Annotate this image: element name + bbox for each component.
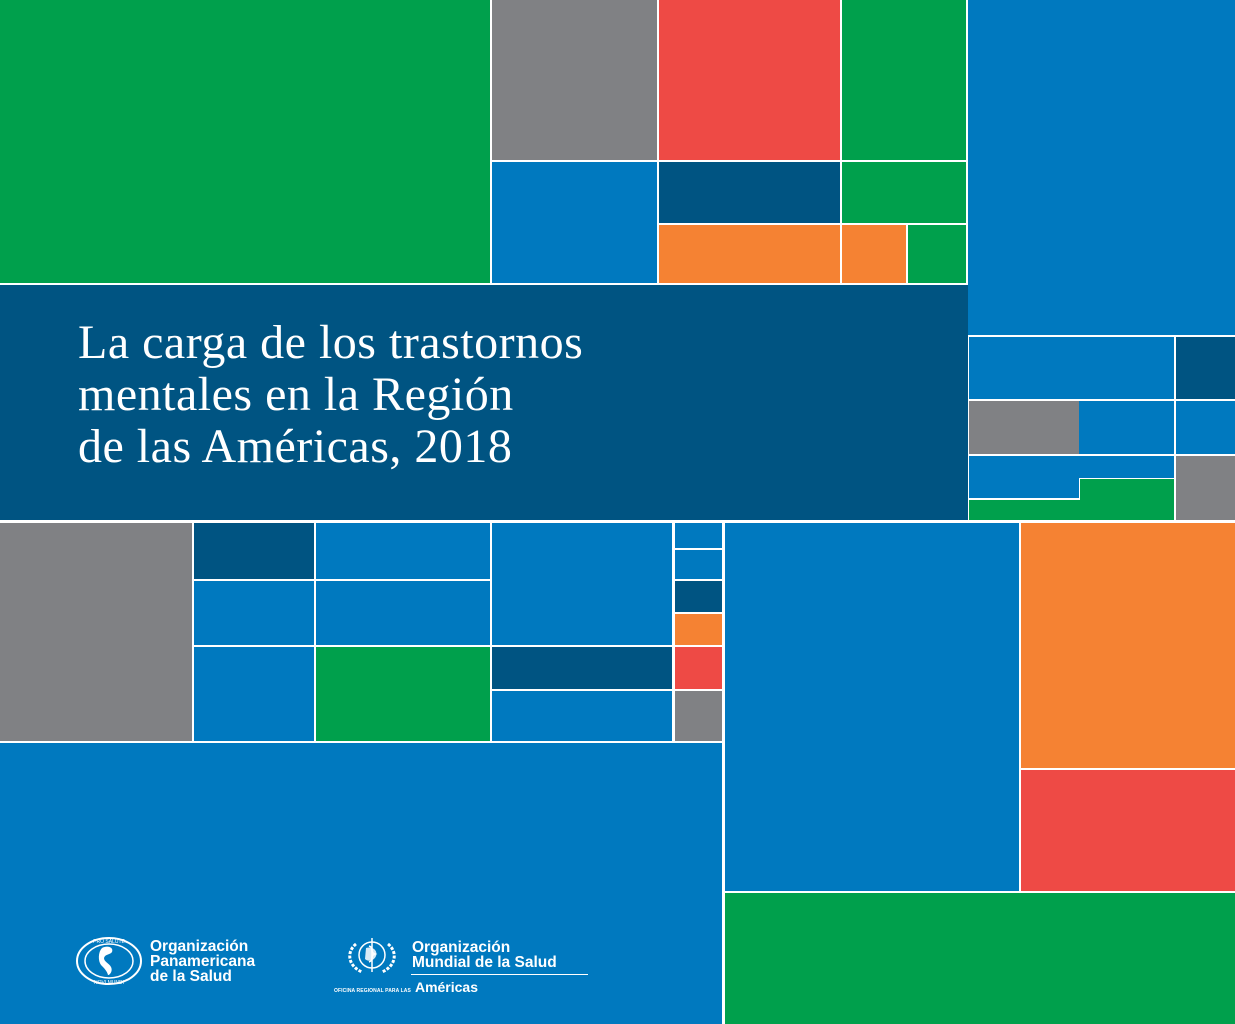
paho-logo: PRO SALUTE NOVI MUNDI Organización Panam… bbox=[74, 935, 255, 987]
svg-text:PRO SALUTE: PRO SALUTE bbox=[93, 939, 125, 945]
tile-blue bbox=[969, 456, 1174, 478]
title-line-2: mentales en la Región bbox=[78, 368, 514, 421]
tile-blue-logo-area bbox=[0, 743, 722, 1024]
title-line-3: de las Américas, 2018 bbox=[78, 420, 513, 473]
who-line-1: Organización bbox=[412, 939, 511, 956]
title-panel: La carga de los trastornos mentales en l… bbox=[0, 285, 966, 520]
who-regional-office: OFICINA REGIONAL PARA LAS Américas bbox=[334, 979, 478, 995]
tile-blue bbox=[1079, 401, 1174, 454]
tile-red-small bbox=[675, 647, 722, 689]
tile-blue bbox=[492, 162, 657, 283]
tile-orange-small bbox=[675, 614, 722, 645]
tile-gray-small bbox=[675, 691, 722, 741]
tile-blue-small bbox=[675, 550, 722, 579]
tile-green bbox=[842, 0, 966, 160]
tile-green-large bbox=[0, 0, 490, 283]
report-title: La carga de los trastornos mentales en l… bbox=[78, 317, 583, 473]
tile-green bbox=[908, 225, 966, 283]
tile-orange-large bbox=[1021, 523, 1235, 768]
who-sub-americas: Américas bbox=[414, 979, 478, 995]
tile-navy-small bbox=[675, 581, 722, 612]
paho-emblem-icon: PRO SALUTE NOVI MUNDI bbox=[76, 937, 142, 986]
tile-green bbox=[969, 500, 1080, 520]
tile-red bbox=[659, 0, 840, 160]
who-logo: Organización Mundial de la Salud bbox=[334, 934, 557, 976]
who-emblem-icon bbox=[348, 938, 396, 974]
tile-blue bbox=[1176, 401, 1235, 454]
tile-gray bbox=[969, 401, 1079, 454]
paho-line-3: de la Salud bbox=[150, 967, 232, 985]
who-divider bbox=[411, 974, 588, 975]
who-line-2: Mundial de la Salud bbox=[412, 954, 557, 971]
who-sub-small: OFICINA REGIONAL PARA LAS bbox=[334, 988, 411, 994]
paho-line-2: Panamericana bbox=[150, 952, 256, 970]
tile-blue bbox=[969, 478, 1079, 498]
tile-orange bbox=[842, 225, 906, 283]
tile-gray bbox=[1176, 456, 1235, 520]
tile-red-large bbox=[1021, 770, 1235, 891]
tile-blue-small bbox=[675, 523, 722, 548]
tile-blue bbox=[316, 523, 490, 579]
tile-green bbox=[316, 647, 490, 741]
tile-blue bbox=[316, 581, 490, 645]
tile-blue-tall bbox=[968, 0, 1235, 335]
svg-text:NOVI MUNDI: NOVI MUNDI bbox=[94, 980, 124, 986]
tile-green bbox=[842, 162, 966, 223]
paho-line-1: Organización bbox=[150, 937, 249, 955]
title-line-1: La carga de los trastornos bbox=[78, 316, 584, 369]
tile-green-wide bbox=[725, 893, 1235, 1024]
tile-green bbox=[1080, 479, 1174, 520]
tile-navy bbox=[1176, 337, 1235, 399]
tile-navy bbox=[194, 523, 314, 579]
tile-blue bbox=[194, 647, 314, 741]
tile-orange bbox=[659, 225, 840, 283]
tile-blue bbox=[194, 581, 314, 645]
tile-gray-large bbox=[0, 523, 192, 741]
tile-blue bbox=[492, 523, 672, 645]
tile-navy bbox=[659, 162, 840, 223]
tile-blue-large bbox=[725, 523, 1019, 891]
tile-gray bbox=[492, 0, 657, 160]
tile-blue bbox=[969, 337, 1174, 399]
tile-navy bbox=[492, 647, 672, 689]
tile-navy-strip bbox=[966, 285, 968, 520]
tile-blue bbox=[492, 691, 672, 741]
